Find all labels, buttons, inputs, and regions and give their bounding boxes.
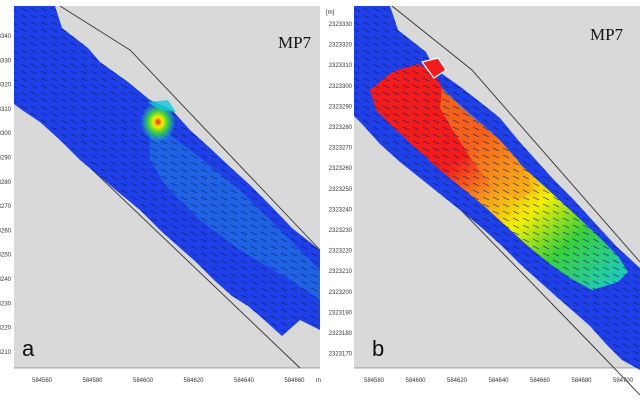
panel-a-y-tick: 3250 xyxy=(0,253,12,259)
panel-a-title: MP7 xyxy=(278,33,312,52)
panel-b-y-tick: 2323170 xyxy=(329,352,353,358)
panel-a-y-tick: 3300 xyxy=(0,131,12,137)
panel-b-y-tick: 2323330 xyxy=(329,22,353,28)
panel-b-x-tick: 584620 xyxy=(447,378,468,384)
panel-a-x-axis: 584560 584580 584600 584620 584640 584660 xyxy=(32,378,305,384)
panel-a-y-tick: 3310 xyxy=(0,107,12,113)
panel-b-y-tick: 2323320 xyxy=(329,43,353,49)
panel-b-title: MP7 xyxy=(590,25,624,44)
panel-b-x-tick: 584600 xyxy=(405,378,426,384)
panel-a-x-tick: 584580 xyxy=(82,378,103,384)
panel-a-x-tick: 584640 xyxy=(234,378,255,384)
panel-b-y-axis: 2323330 2323320 2323310 2323300 2323290 23232… xyxy=(329,22,353,358)
panel-b-y-tick: 2323240 xyxy=(329,207,353,213)
panel-b-y-tick: 2323200 xyxy=(329,290,353,296)
panel-a-x-unit: m xyxy=(316,378,321,384)
panel-b-x-tick: 584580 xyxy=(364,378,385,384)
panel-a-y-tick: 3280 xyxy=(0,180,12,186)
panel-a-y-tick: 3270 xyxy=(0,204,12,210)
panel-b-y-tick: 2323220 xyxy=(329,249,353,255)
panel-b-y-tick: 2323310 xyxy=(329,63,353,69)
panel-a: 3340 3330 3320 3310 3300 3290 3280 3270 3260 3250… xyxy=(0,5,321,384)
panel-a-y-axis: 3340 3330 3320 3310 3300 3290 3280 3270 3260 3250… xyxy=(0,34,12,356)
panel-a-y-tick: 3340 xyxy=(0,34,12,40)
panel-b-y-tick: 2323250 xyxy=(329,187,353,193)
panel-b-y-tick: 2323180 xyxy=(329,331,353,337)
panel-b-y-tick: 2323230 xyxy=(329,228,353,234)
panel-b-y-tick: 2323300 xyxy=(329,84,353,90)
panel-b-velocity-vectors xyxy=(354,6,640,370)
panel-b-mound xyxy=(420,57,447,79)
panel-a-x-tick: 584560 xyxy=(32,378,53,384)
panel-b-x-tick: 584640 xyxy=(488,378,509,384)
panel-a-y-tick: 3320 xyxy=(0,83,12,89)
panel-b-label: b xyxy=(372,336,384,361)
panel-a-y-tick: 3230 xyxy=(0,301,12,307)
panel-b-y-tick: 2323210 xyxy=(329,269,353,275)
panel-a-y-tick: 3210 xyxy=(0,350,12,356)
panel-a-y-tick: 3330 xyxy=(0,58,12,64)
panel-b: 2323330 2323320 2323310 2323300 2323290 23232… xyxy=(322,0,640,400)
panel-a-hotspot xyxy=(140,102,176,142)
panel-a-plot: 3340 3330 3320 3310 3300 3290 3280 3270 3260 3250… xyxy=(0,5,321,384)
panel-a-y-tick: 3220 xyxy=(0,326,12,332)
panel-a-y-tick: 3240 xyxy=(0,277,12,283)
panel-b-x-axis: 584580 584600 584620 584640 584660 584680 5847… xyxy=(364,378,634,384)
panel-a-x-tick: 584620 xyxy=(183,378,204,384)
panel-b-y-tick: 2323190 xyxy=(329,310,353,316)
panel-a-label: a xyxy=(22,336,35,361)
panel-b-y-tick: 2323290 xyxy=(329,104,353,110)
panel-b-x-tick: 584660 xyxy=(530,378,551,384)
panel-a-y-tick: 3290 xyxy=(0,156,12,162)
panel-a-y-tick: 3260 xyxy=(0,228,12,234)
panel-a-velocity-vectors xyxy=(14,6,320,336)
panel-a-x-tick: 584600 xyxy=(133,378,154,384)
panel-b-y-tick: 2323280 xyxy=(329,125,353,131)
panel-b-y-tick: 2323270 xyxy=(329,146,353,152)
panel-b-x-tick: 584700 xyxy=(613,378,634,384)
panel-b-y-unit: [m] xyxy=(326,10,335,16)
panel-a-x-tick: 584660 xyxy=(284,378,305,384)
panel-a-mound xyxy=(148,100,176,112)
panel-b-x-tick: 584680 xyxy=(571,378,592,384)
panel-b-plot: 2323330 2323320 2323310 2323300 2323290 23232… xyxy=(326,5,640,396)
panel-b-y-tick: 2323260 xyxy=(329,166,353,172)
panel-a-bank-upper xyxy=(59,5,321,251)
panel-b-bank-upper xyxy=(391,5,640,263)
